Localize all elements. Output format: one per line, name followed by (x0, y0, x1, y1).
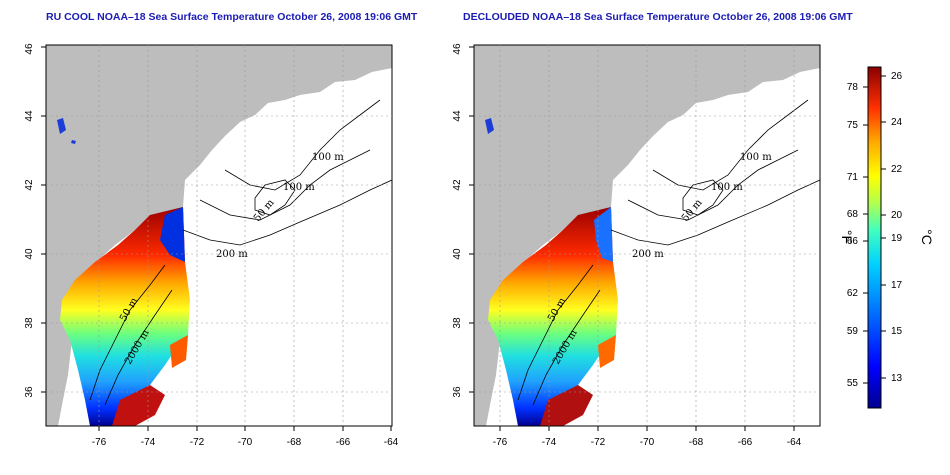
colorbar-c-tick: 19 (891, 233, 903, 244)
colorbar-f-tick: 59 (847, 326, 859, 337)
left-x-tick-label: -68 (287, 437, 302, 448)
colorbar-f-tick: 68 (847, 209, 859, 220)
left-map-panel: 100 m 100 m 50 m 200 m 50 m 2000 m -76 -… (24, 43, 399, 448)
right-x-tick-label: -74 (542, 437, 557, 448)
colorbar-f-tick: 62 (847, 288, 859, 299)
right-isobath-label: 100 m (740, 152, 772, 163)
right-x-tick-label: -72 (591, 437, 606, 448)
colorbar-celsius-label: °C (919, 229, 935, 245)
left-plot-frame (45, 44, 393, 427)
left-lake (71, 140, 76, 144)
colorbar-c-tick: 13 (891, 373, 903, 384)
right-x-tick-label: -76 (493, 437, 508, 448)
colorbar-tick-marks (863, 75, 886, 384)
right-sst-swath (488, 207, 618, 426)
left-x-tick-label: -76 (92, 437, 107, 448)
right-map-panel: 100 m 100 m 50 m 200 m 50 m 2000 m -76 -… (452, 43, 821, 448)
left-x-tick-label: -72 (190, 437, 205, 448)
left-lake (57, 118, 66, 134)
left-x-tick-label: -74 (141, 437, 156, 448)
left-x-tick-label: -66 (336, 437, 351, 448)
colorbar-c-tick: 20 (891, 210, 903, 221)
left-tick-marks (41, 46, 392, 431)
left-y-tick-label: 42 (24, 179, 35, 191)
right-isobath-label: 200 m (632, 249, 664, 260)
right-map-title: DECLOUDED NOAA–18 Sea Surface Temperatur… (463, 11, 853, 23)
left-isobath-label: 200 m (216, 249, 248, 260)
right-x-tick-label: -66 (738, 437, 753, 448)
left-gridlines (46, 45, 392, 426)
colorbar-c-tick: 15 (891, 326, 903, 337)
left-x-tick-label: -70 (238, 437, 253, 448)
right-y-tick-label: 36 (452, 386, 463, 398)
colorbar-f-tick: 66 (847, 236, 859, 247)
right-y-tick-label: 42 (452, 179, 463, 191)
left-y-tick-label: 44 (24, 110, 35, 122)
right-x-tick-label: -68 (689, 437, 704, 448)
left-sst-swath (60, 207, 190, 426)
left-x-tick-label: -64 (384, 437, 399, 448)
right-y-tick-label: 44 (452, 110, 463, 122)
temperature-colorbar: 78 75 71 68 66 62 59 55 26 24 22 20 19 1… (839, 66, 935, 409)
right-y-tick-label: 46 (452, 43, 463, 55)
colorbar-c-tick: 22 (891, 164, 903, 175)
left-map-title: RU COOL NOAA–18 Sea Surface Temperature … (46, 11, 418, 23)
left-y-tick-label: 46 (24, 43, 35, 55)
left-y-tick-label: 36 (24, 386, 35, 398)
right-isobaths (517, 99, 821, 406)
left-isobaths (89, 99, 393, 406)
right-x-tick-label: -64 (787, 437, 802, 448)
left-y-tick-label: 38 (24, 317, 35, 329)
right-land (474, 45, 820, 426)
colorbar-f-tick: 78 (847, 82, 859, 93)
colorbar-c-tick: 17 (891, 280, 903, 291)
colorbar-c-tick: 26 (891, 71, 903, 82)
colorbar-gradient (867, 66, 882, 409)
colorbar-f-tick: 55 (847, 378, 859, 389)
left-y-tick-label: 40 (24, 248, 35, 260)
right-y-tick-label: 40 (452, 248, 463, 260)
colorbar-f-tick: 75 (847, 120, 859, 131)
right-gridlines (474, 45, 820, 426)
right-tick-marks (469, 46, 795, 431)
right-lake (485, 118, 494, 134)
colorbar-c-tick: 24 (891, 117, 903, 128)
right-y-tick-label: 38 (452, 317, 463, 329)
right-x-tick-label: -70 (640, 437, 655, 448)
colorbar-f-tick: 71 (847, 172, 859, 183)
right-isobath-label: 100 m (711, 182, 743, 193)
left-isobath-label: 100 m (312, 152, 344, 163)
left-isobath-label: 100 m (283, 182, 315, 193)
colorbar-fahrenheit-label: °F (839, 230, 855, 244)
left-land (46, 45, 392, 426)
